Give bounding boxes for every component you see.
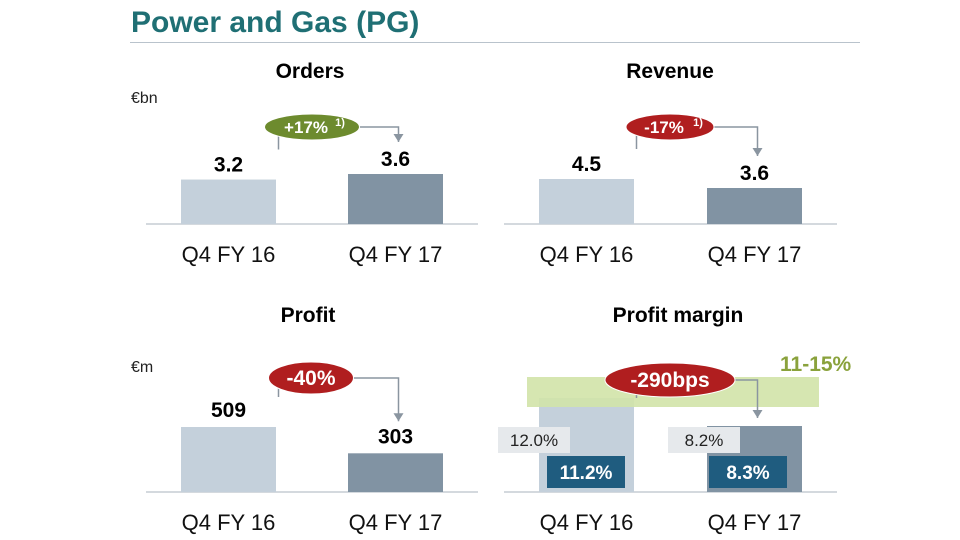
- change-label: -17%: [644, 118, 684, 137]
- change-pill: [268, 361, 354, 395]
- change-label: -40%: [286, 367, 335, 390]
- page-title: Power and Gas (PG): [131, 6, 420, 39]
- margin-value-label: 11.2%: [560, 463, 613, 484]
- data-label: 3.6: [381, 148, 410, 171]
- chart-panel-profit-margin: Profit margin 11-15% 12.0% 8.2% 11.2% 8.3% Q4 …: [498, 304, 852, 535]
- data-label: 509: [211, 399, 246, 422]
- margin-value-box: [547, 456, 625, 488]
- category-label: Q4 FY 16: [540, 242, 634, 267]
- chart-panel-revenue: Revenue 4.5 3.6 Q4 FY 16 Q4 FY 17 -17% 1): [504, 60, 837, 267]
- bar-1: [348, 453, 443, 492]
- change-label: +17%: [284, 118, 328, 137]
- bar-1: [348, 174, 443, 224]
- secondary-label-box: [668, 427, 740, 453]
- chart-title: Revenue: [626, 60, 714, 83]
- title-divider: [130, 42, 860, 43]
- arrow-head-icon: [752, 148, 763, 156]
- data-label: 4.5: [572, 153, 602, 176]
- category-label: Q4 FY 16: [182, 510, 276, 535]
- chart-title: Profit: [281, 304, 336, 327]
- unit-label: €m: [131, 359, 153, 376]
- category-label: Q4 FY 17: [708, 242, 802, 267]
- bar-0: [539, 179, 634, 224]
- unit-label: €bn: [131, 90, 158, 107]
- category-label: Q4 FY 17: [349, 242, 443, 267]
- chart-panel-profit: Profit €m 509 303 Q4 FY 16 Q4 FY 17 -40%: [131, 304, 478, 535]
- footnote-marker: 1): [335, 117, 345, 129]
- change-label: -290bps: [630, 369, 709, 392]
- data-label: 303: [378, 425, 413, 448]
- change-pill: [264, 113, 360, 141]
- arrow-head-icon: [752, 410, 763, 418]
- category-label: Q4 FY 17: [708, 510, 802, 535]
- secondary-value-label: 12.0%: [510, 431, 558, 450]
- chart-title: Profit margin: [613, 304, 744, 327]
- secondary-label-box: [498, 427, 570, 453]
- bar-1: [707, 188, 802, 224]
- margin-value-box: [709, 456, 787, 488]
- change-pill: [625, 113, 715, 141]
- category-label: Q4 FY 17: [349, 510, 443, 535]
- chart-panel-orders: Orders €bn 3.2 3.6 Q4 FY 16 Q4 FY 17 +17% 1): [131, 60, 478, 267]
- category-label: Q4 FY 16: [182, 242, 276, 267]
- secondary-value-label: 8.2%: [685, 431, 724, 450]
- category-label: Q4 FY 16: [540, 510, 634, 535]
- arrow-head-icon: [393, 134, 404, 142]
- chart-title: Orders: [276, 60, 345, 83]
- bar-0: [181, 427, 276, 492]
- bar-0: [181, 179, 276, 224]
- data-label: 3.2: [214, 154, 243, 177]
- change-pill: [604, 362, 736, 398]
- arrow-head-icon: [393, 413, 404, 422]
- target-range-label: 11-15%: [780, 353, 852, 376]
- footnote-marker: 1): [693, 117, 703, 129]
- margin-value-label: 8.3%: [726, 463, 769, 484]
- data-label: 3.6: [740, 162, 769, 185]
